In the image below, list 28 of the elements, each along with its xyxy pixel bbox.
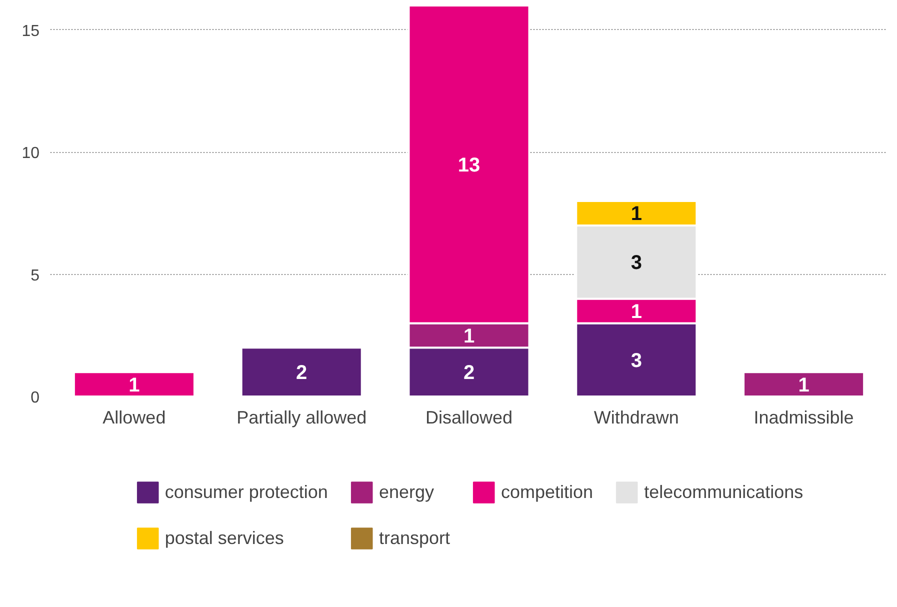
bar — [742, 371, 866, 396]
legend-label: energy — [378, 482, 434, 502]
legend-label: postal services — [164, 528, 284, 548]
data-label: 13 — [458, 154, 480, 176]
y-tick-label: 5 — [30, 267, 40, 284]
data-label: 3 — [630, 350, 642, 372]
data-label: 2 — [296, 362, 308, 384]
legend-label: consumer protection — [164, 482, 328, 502]
data-label: 3 — [630, 252, 642, 274]
legend-label: telecommunications — [644, 482, 804, 502]
y-tick-label: 0 — [30, 390, 40, 406]
data-label: 1 — [798, 374, 810, 396]
x-tick-label: Allowed — [102, 408, 166, 428]
x-tick-label: Disallowed — [425, 408, 513, 428]
data-label: 1 — [463, 325, 475, 348]
y-tick-label: 15 — [22, 22, 40, 40]
legend-label: competition — [501, 482, 594, 502]
x-tick-label: Withdrawn — [594, 408, 679, 428]
data-label: 2 — [463, 362, 475, 384]
legend-label: transport — [378, 528, 450, 548]
bar — [72, 371, 196, 396]
x-tick-label: Partially allowed — [236, 408, 367, 428]
bar — [240, 346, 363, 396]
data-label: 1 — [128, 374, 140, 396]
x-tick-label: Inadmissible — [754, 408, 854, 428]
data-label: 1 — [630, 300, 642, 323]
data-label: 1 — [630, 203, 642, 226]
y-tick-label: 10 — [22, 145, 40, 162]
